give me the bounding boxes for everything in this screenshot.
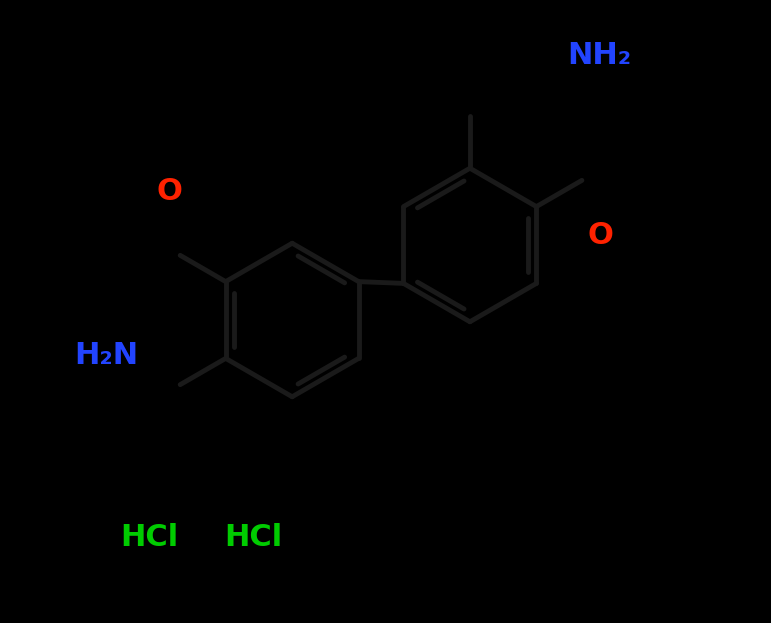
- Text: NH₂: NH₂: [567, 40, 631, 70]
- Text: H₂N: H₂N: [75, 341, 139, 369]
- Text: HCl: HCl: [120, 523, 178, 553]
- Text: O: O: [157, 178, 182, 206]
- Text: HCl: HCl: [224, 523, 282, 553]
- Text: O: O: [587, 221, 613, 249]
